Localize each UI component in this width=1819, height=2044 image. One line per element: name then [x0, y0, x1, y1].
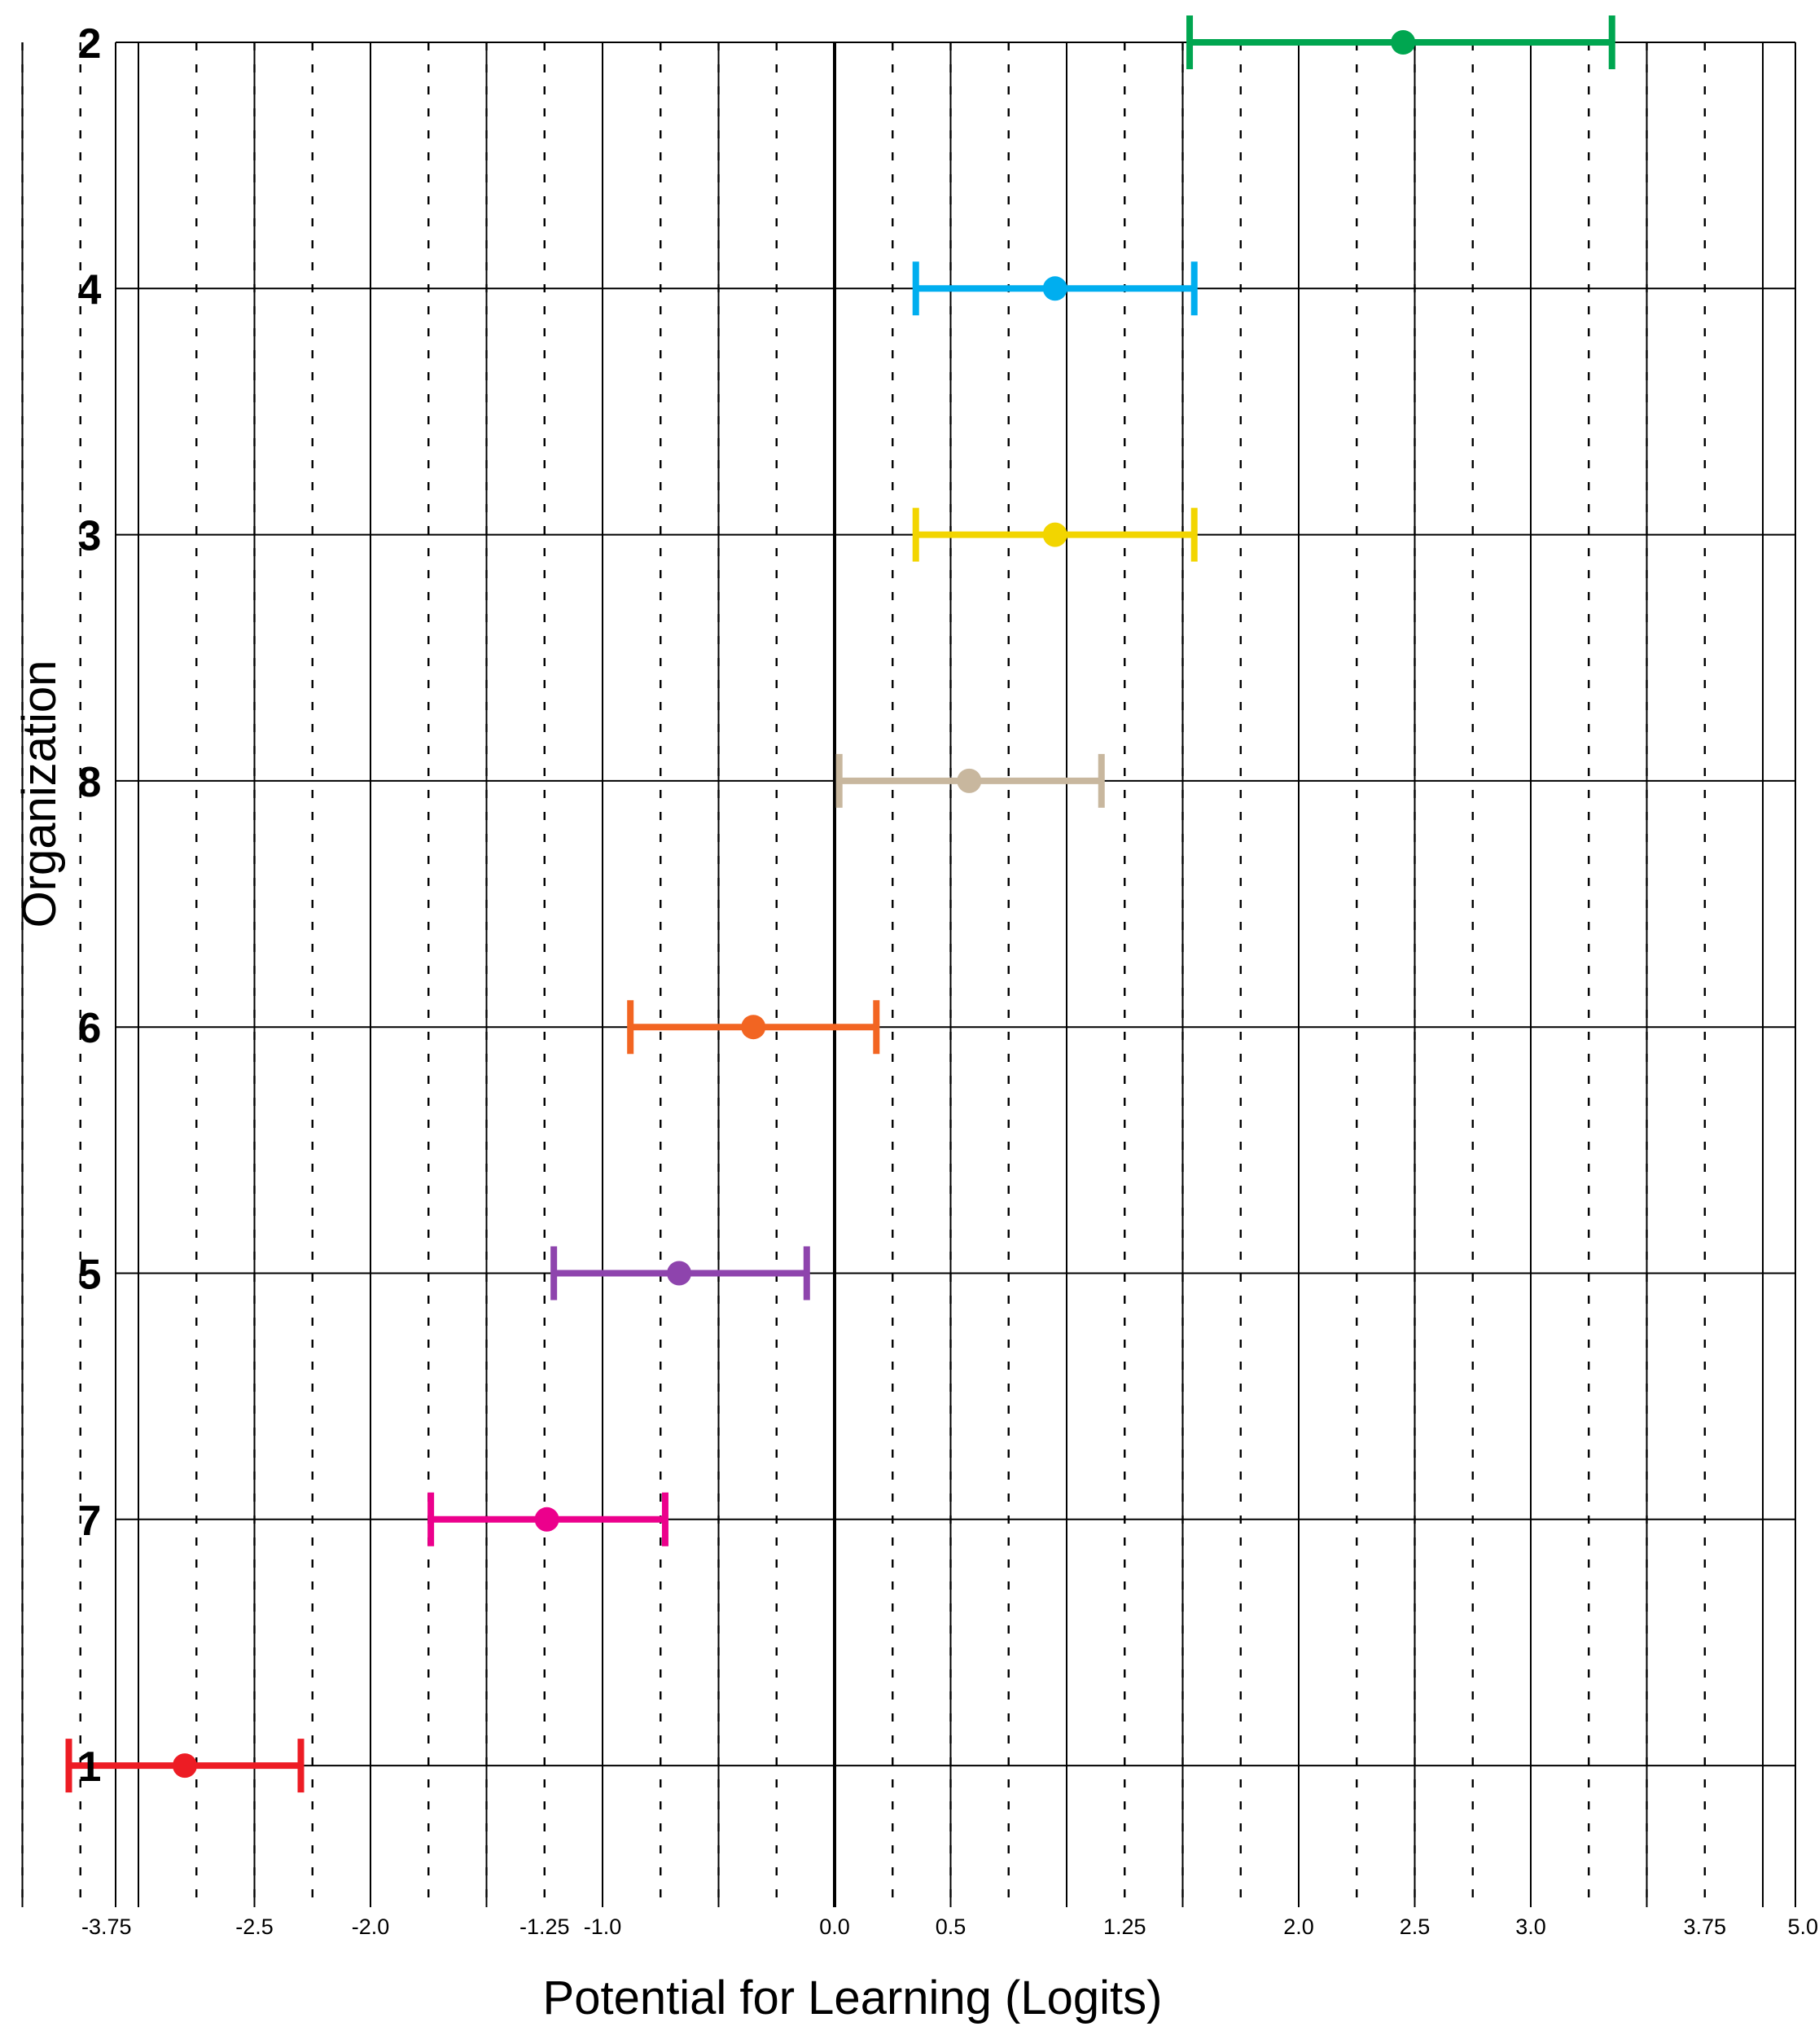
error-bar-org-3 [912, 507, 1198, 562]
x-tick-labels: -3.75 -2.5 -2.0 -1.25 -1.0 0.0 0.5 1.25 2.0 2.5 3.… [81, 1915, 1818, 1939]
x-tick-label: -1.25 [519, 1915, 570, 1939]
estimate-point [173, 1753, 197, 1779]
x-tick-label: 1.25 [1103, 1915, 1146, 1939]
estimate-point [741, 1015, 766, 1040]
y-tick-label: 7 [78, 1498, 102, 1545]
y-tick-label: 6 [78, 1005, 102, 1052]
estimate-point [667, 1261, 692, 1286]
estimate-point [1391, 30, 1416, 55]
x-axis-title: Potential for Learning (Logits) [543, 1972, 1163, 2024]
x-tick-label: -3.75 [81, 1915, 132, 1939]
error-bar-org-5 [550, 1246, 810, 1301]
y-tick-labels: 2 4 3 8 6 5 7 1 [78, 20, 102, 1791]
x-tick-label: 3.0 [1515, 1915, 1546, 1939]
x-tick-label: -1.0 [584, 1915, 622, 1939]
minor-gridlines [21, 42, 1706, 1907]
error-bar-org-4 [912, 261, 1198, 316]
error-bar-org-2 [1186, 15, 1615, 69]
estimate-point [1042, 276, 1067, 301]
y-axis-title: Organization [13, 660, 66, 928]
x-tick-label: 0.0 [819, 1915, 850, 1939]
estimate-point [534, 1507, 559, 1532]
y-tick-label: 2 [78, 20, 102, 68]
y-tick-label: 8 [78, 759, 102, 806]
x-tick-label: 5.0 [1787, 1915, 1818, 1939]
x-tick-label: 2.5 [1400, 1915, 1431, 1939]
estimate-point [1042, 522, 1067, 547]
y-tick-label: 1 [78, 1744, 102, 1791]
error-bar-org-8 [835, 753, 1105, 808]
y-tick-label: 5 [78, 1252, 102, 1299]
x-tick-label: 2.0 [1283, 1915, 1314, 1939]
x-tick-label: -2.0 [352, 1915, 390, 1939]
major-gridlines [21, 42, 1796, 1907]
row-gridlines [116, 42, 1795, 1767]
error-bars [65, 15, 1615, 1793]
x-tick-label: -2.5 [235, 1915, 274, 1939]
x-tick-label: 0.5 [936, 1915, 966, 1939]
estimate-point [957, 768, 982, 793]
x-tick-label: 3.75 [1683, 1915, 1726, 1939]
error-bar-org-1 [65, 1739, 305, 1793]
error-bar-org-7 [427, 1492, 668, 1546]
y-tick-label: 4 [78, 266, 102, 314]
y-tick-label: 3 [78, 513, 102, 560]
error-bar-org-6 [627, 1000, 880, 1055]
